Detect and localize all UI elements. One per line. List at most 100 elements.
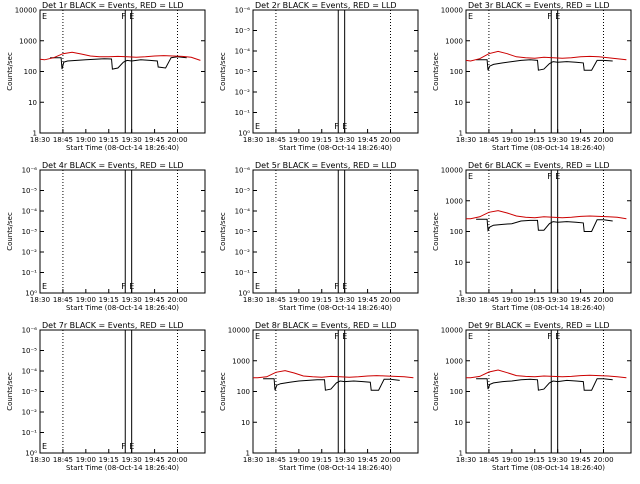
y-tick-label: 100 [24, 68, 37, 76]
flag-e-left: E [255, 332, 260, 341]
x-tick-label: 18:30 [243, 296, 263, 304]
y-tick-label: 10⁻² [22, 409, 38, 417]
y-tick-label: 10 [241, 419, 250, 427]
x-tick-label: 18:30 [456, 296, 476, 304]
y-tick-label: 100 [450, 68, 463, 76]
x-tick-label: 19:45 [570, 296, 590, 304]
y-tick-label: 10⁻⁴ [22, 368, 38, 376]
y-axis-label: Counts/sec [6, 52, 14, 91]
y-tick-label: 1 [33, 130, 37, 138]
x-tick-label: 20:00 [167, 456, 187, 464]
y-tick-label: 10⁻³ [235, 68, 251, 76]
flag-e: E [555, 172, 560, 181]
flag-e-left: E [468, 172, 473, 181]
y-tick-label: 1 [459, 290, 463, 298]
series-lld-line [465, 50, 627, 62]
x-axis-label: Start Time (08-Oct-14 18:26:40) [492, 464, 605, 472]
x-tick-label: 18:30 [456, 136, 476, 144]
flag-e: E [342, 282, 347, 291]
y-axis-label: Counts/sec [6, 372, 14, 411]
flag-f: F [547, 12, 552, 21]
x-tick-label: 18:30 [243, 456, 263, 464]
flag-f: F [121, 282, 126, 291]
x-tick-label: 18:45 [479, 296, 499, 304]
x-tick-label: 20:00 [593, 136, 613, 144]
x-axis-label: Start Time (08-Oct-14 18:26:40) [66, 304, 179, 312]
flag-f: F [547, 332, 552, 341]
plot-frame [39, 329, 206, 454]
y-tick-label: 1000 [445, 357, 463, 365]
flag-f: F [121, 12, 126, 21]
x-axis-label: Start Time (08-Oct-14 18:26:40) [279, 304, 392, 312]
y-tick-label: 10⁰ [238, 130, 250, 138]
x-tick-label: 18:45 [266, 296, 286, 304]
x-tick-label: 19:15 [525, 456, 545, 464]
y-axis-label: Counts/sec [219, 372, 227, 411]
x-tick-label: 19:30 [122, 296, 142, 304]
flag-e-left: E [42, 12, 47, 21]
y-tick-label: 10⁻⁵ [235, 27, 251, 35]
y-tick-label: 10⁻² [235, 249, 251, 257]
flag-e-left: E [42, 282, 47, 291]
x-tick-label: 18:45 [53, 456, 73, 464]
x-tick-label: 19:15 [312, 296, 332, 304]
x-tick-label: 19:15 [99, 296, 119, 304]
y-tick-label: 10⁻⁶ [235, 7, 251, 15]
x-tick-label: 20:00 [380, 456, 400, 464]
series-events-line [476, 218, 613, 232]
series-lld-line [253, 370, 414, 379]
plot-frame [39, 9, 206, 134]
y-tick-label: 1000 [445, 37, 463, 45]
y-tick-label: 10⁻³ [22, 228, 38, 236]
plot-frame [252, 9, 419, 134]
y-tick-label: 10⁻⁶ [235, 167, 251, 175]
x-tick-label: 19:15 [312, 136, 332, 144]
plot-frame [465, 9, 632, 134]
x-tick-label: 19:00 [76, 296, 96, 304]
x-tick-label: 19:15 [525, 296, 545, 304]
y-tick-label: 100 [237, 388, 250, 396]
flag-e-left: E [468, 12, 473, 21]
x-tick-label: 19:15 [99, 456, 119, 464]
y-tick-label: 10 [454, 99, 463, 107]
panel-det-9: Det 9r BLACK = Events, RED = LLD 1 10 100 10… [432, 321, 632, 472]
x-tick-label: 20:00 [593, 456, 613, 464]
x-tick-label: 18:30 [456, 456, 476, 464]
x-tick-label: 19:45 [357, 456, 377, 464]
y-tick-label: 10⁻⁴ [235, 208, 251, 216]
panel-title: Det 2r BLACK = Events, RED = LLD [255, 1, 397, 10]
flag-e: E [555, 12, 560, 21]
x-tick-label: 19:45 [144, 456, 164, 464]
x-axis-label: Start Time (08-Oct-14 18:26:40) [492, 304, 605, 312]
panel-title: Det 7r BLACK = Events, RED = LLD [42, 321, 184, 330]
x-tick-label: 19:00 [502, 296, 522, 304]
y-tick-label: 10000 [15, 7, 37, 15]
x-tick-label: 19:30 [548, 296, 568, 304]
y-axis-label: Counts/sec [432, 372, 440, 411]
panel-det-2: Det 2r BLACK = Events, RED = LLD 10⁰ 10⁻¹ 1… [219, 1, 419, 152]
x-tick-label: 19:15 [312, 456, 332, 464]
flag-f: F [334, 122, 339, 131]
x-tick-label: 19:00 [289, 456, 309, 464]
series-events-line [476, 378, 613, 391]
y-tick-label: 10⁻¹ [235, 269, 251, 277]
y-tick-label: 10⁻³ [235, 228, 251, 236]
flag-e: E [129, 442, 134, 451]
y-axis-label: Counts/sec [432, 52, 440, 91]
flag-f: F [547, 172, 552, 181]
panel-det-3: Det 3r BLACK = Events, RED = LLD 1 10 100 10… [432, 1, 632, 152]
flag-e: E [342, 122, 347, 131]
panel-title: Det 1r BLACK = Events, RED = LLD [42, 1, 184, 10]
x-tick-label: 18:30 [30, 296, 50, 304]
x-tick-label: 20:00 [380, 136, 400, 144]
flag-e: E [342, 332, 347, 341]
y-tick-label: 10 [454, 259, 463, 267]
x-tick-label: 19:00 [502, 136, 522, 144]
plot-frame [252, 329, 419, 454]
y-tick-label: 10⁻⁴ [235, 48, 251, 56]
y-tick-label: 10000 [441, 7, 463, 15]
y-tick-label: 10000 [441, 167, 463, 175]
x-axis-label: Start Time (08-Oct-14 18:26:40) [66, 144, 179, 152]
x-tick-label: 20:00 [167, 296, 187, 304]
